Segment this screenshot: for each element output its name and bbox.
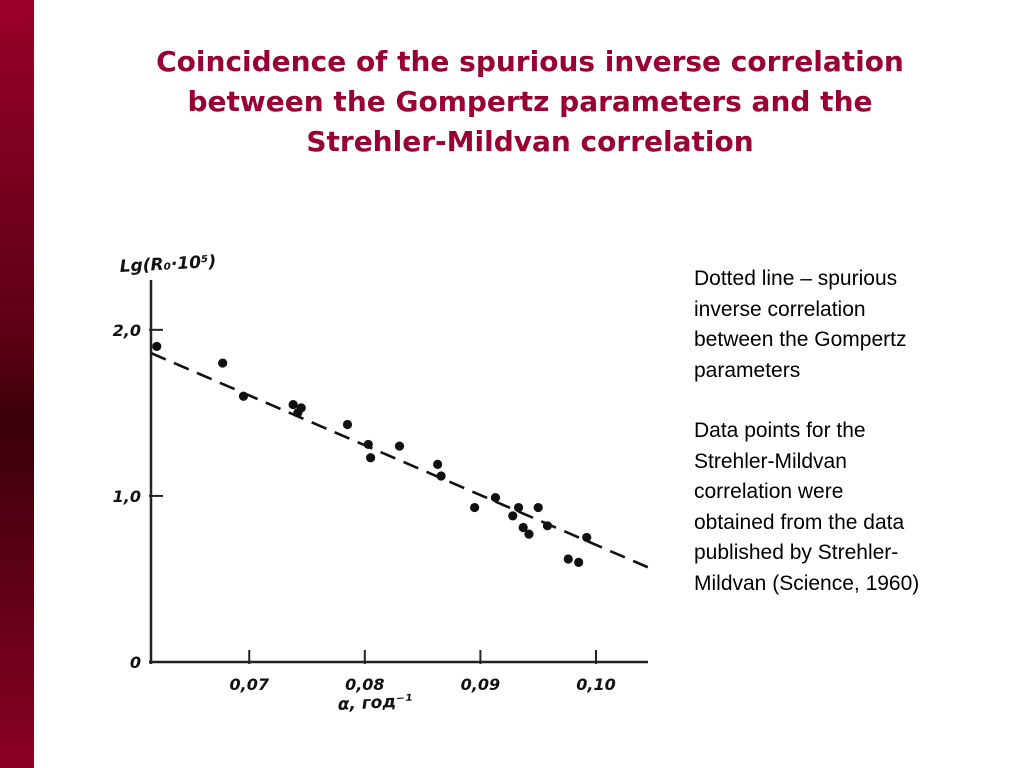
- x-tick-label: 0,08: [345, 675, 384, 694]
- title-line: Strehler-Mildvan correlation: [306, 125, 754, 158]
- data-point: [436, 471, 446, 481]
- data-point: [394, 441, 405, 451]
- data-point: [218, 358, 228, 368]
- title-line: between the Gompertz parameters and the: [187, 85, 873, 118]
- data-point: [288, 399, 298, 410]
- note-line: Mildvan (Science, 1960): [694, 571, 920, 595]
- fit-line: [150, 351, 649, 569]
- note-line: obtained from the data: [694, 510, 905, 534]
- slide-side-bar: [0, 0, 34, 768]
- data-point: [513, 502, 524, 513]
- note-line: published by Strehler-: [694, 541, 899, 564]
- note-line: inverse correlation: [694, 297, 866, 321]
- data-point: [363, 439, 373, 450]
- note-dotted-line: Dotted line – spurious inverse correlati…: [694, 264, 994, 386]
- data-point: [574, 557, 584, 567]
- note-line: between the Gompertz: [694, 328, 907, 351]
- note-line: Strehler-Mildvan: [694, 449, 847, 473]
- data-point: [366, 453, 376, 463]
- data-point: [490, 492, 501, 503]
- y-tick-label: 0: [130, 653, 141, 672]
- data-point: [508, 511, 518, 521]
- data-point: [342, 419, 353, 430]
- note-line: Data points for the: [694, 419, 866, 442]
- data-point: [470, 502, 480, 513]
- data-point: [524, 529, 534, 539]
- data-point: [533, 502, 543, 513]
- scatter-chart: Lg(R₀·10⁵) 0 1,0 2,0 0,07 0,08 0,09 0,10 α, г…: [113, 252, 649, 715]
- title-line: Coincidence of the spurious inverse corr…: [156, 45, 904, 78]
- note-line: correlation were: [694, 480, 844, 503]
- note-line: parameters: [694, 358, 801, 382]
- y-tick-label: 2,0: [113, 321, 141, 340]
- x-axis-title: α, год⁻¹: [337, 691, 413, 715]
- x-tick-label: 0,09: [461, 675, 500, 694]
- data-point: [582, 532, 592, 543]
- svg-text:Lg(R₀·10⁵): Lg(R₀·10⁵): [119, 252, 217, 277]
- y-tick-label: 1,0: [113, 487, 141, 506]
- x-tick-label: 0,07: [230, 675, 270, 694]
- y-axis-title: Lg(R₀·10⁵): [119, 252, 217, 277]
- data-point: [433, 459, 443, 469]
- data-point: [542, 521, 553, 531]
- data-point: [238, 391, 249, 401]
- data-point: [518, 522, 528, 533]
- slide-title: Coincidence of the spurious inverse corr…: [60, 42, 1000, 162]
- x-tick-label: 0,10: [576, 675, 615, 694]
- notes-panel: Dotted line – spurious inverse correlati…: [694, 264, 994, 629]
- note-data-points: Data points for the Strehler-Mildvan cor…: [694, 416, 994, 599]
- data-point: [296, 403, 306, 413]
- svg-text:α, год⁻¹: α, год⁻¹: [337, 691, 413, 715]
- note-line: Dotted line – spurious: [694, 267, 898, 290]
- data-point: [152, 341, 162, 352]
- data-point: [563, 554, 573, 564]
